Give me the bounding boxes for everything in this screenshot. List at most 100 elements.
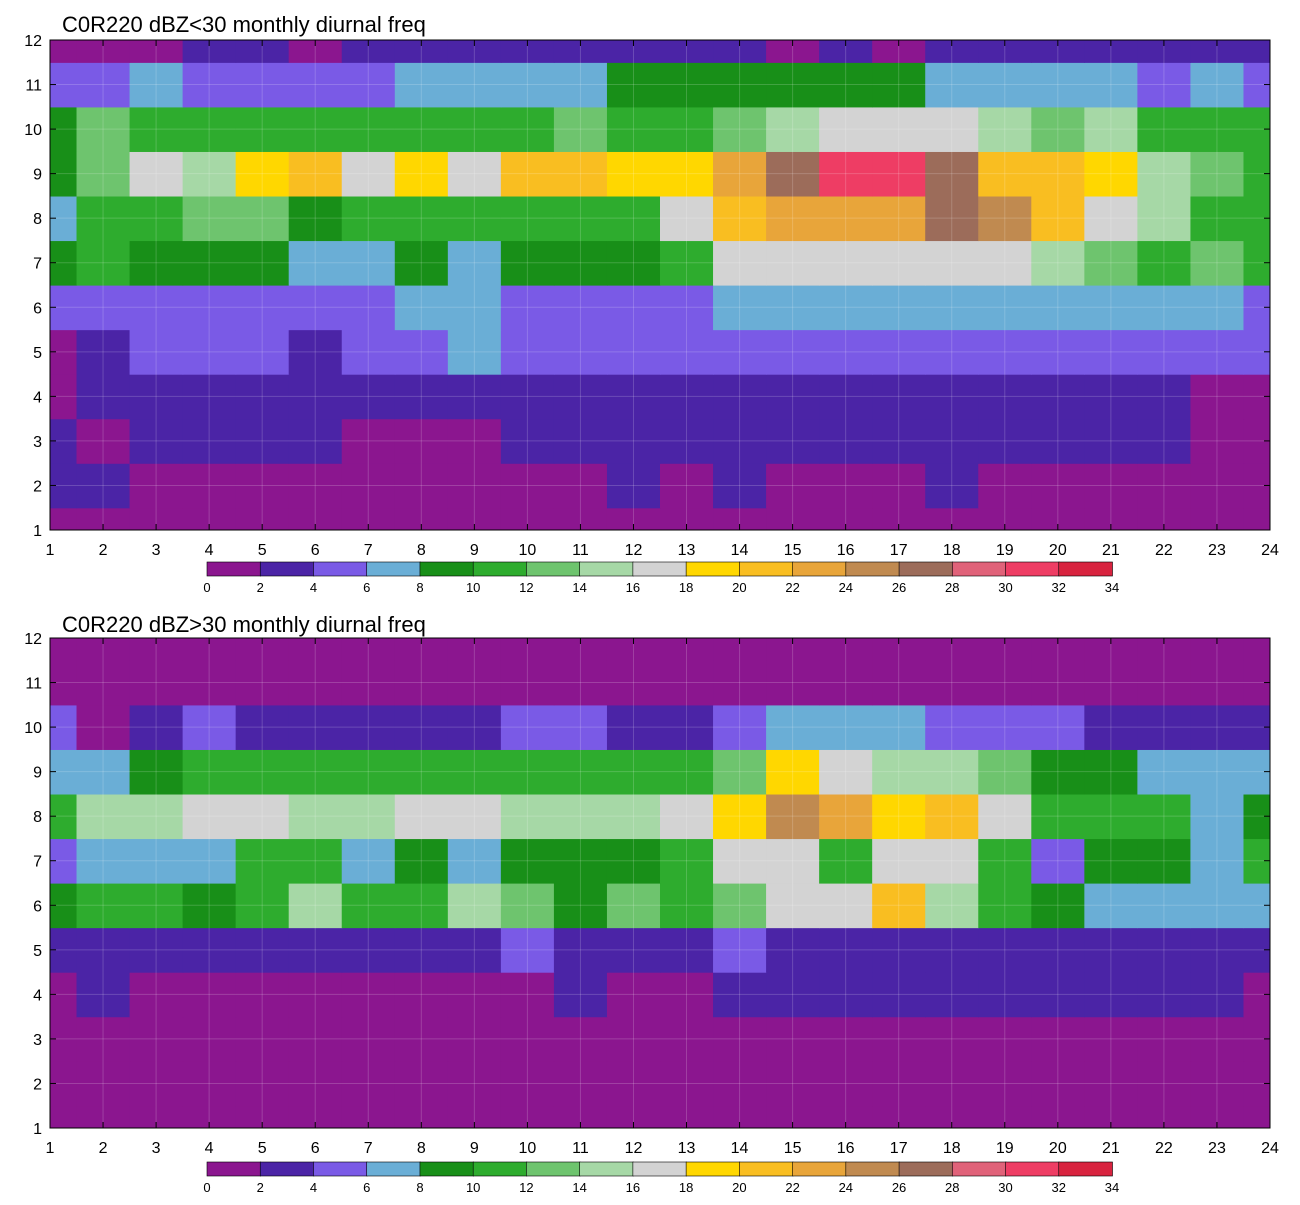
heatmap-cell — [925, 463, 979, 509]
x-tick-label: 24 — [1261, 542, 1279, 559]
heatmap-cell — [288, 106, 343, 152]
heatmap-cell — [182, 195, 237, 242]
heatmap-cell — [925, 62, 979, 108]
heatmap-cell — [182, 40, 237, 63]
colorbar-label: 24 — [839, 580, 853, 595]
heatmap-cell — [660, 660, 714, 706]
heatmap-cell — [394, 638, 449, 661]
heatmap-cell — [1084, 749, 1138, 795]
heatmap-cell — [1190, 106, 1245, 152]
heatmap-cell — [341, 972, 396, 1018]
heatmap-cell — [766, 1016, 820, 1062]
heatmap-cell — [235, 1105, 290, 1128]
heatmap-cell — [341, 704, 396, 750]
y-tick-label: 5 — [33, 943, 42, 960]
heatmap-cell — [447, 749, 502, 795]
heatmap-cell — [129, 927, 184, 973]
heatmap-cell — [394, 106, 449, 152]
heatmap-cell — [766, 704, 820, 750]
heatmap-cell — [819, 883, 873, 929]
colorbar-label: 18 — [679, 580, 693, 595]
heatmap-cell — [50, 40, 78, 63]
heatmap-cell — [182, 660, 237, 706]
heatmap-cell — [129, 972, 184, 1018]
heatmap-cell — [288, 1061, 343, 1107]
heatmap-cell — [1137, 660, 1192, 706]
y-tick-label: 11 — [25, 676, 42, 693]
heatmap-cell — [872, 285, 926, 331]
heatmap-cell — [235, 463, 290, 509]
heatmap-cell — [76, 507, 131, 530]
heatmap-cell — [235, 838, 290, 884]
colorbar-label: 26 — [892, 580, 906, 595]
heatmap-cell — [1190, 1016, 1245, 1062]
heatmap-cell — [1190, 1061, 1245, 1107]
heatmap-cell — [606, 418, 661, 464]
y-tick-label: 6 — [33, 898, 42, 915]
heatmap-cell — [819, 285, 873, 331]
x-tick-label: 11 — [572, 1140, 589, 1157]
heatmap-cell — [235, 883, 290, 929]
x-tick-label: 14 — [731, 542, 749, 559]
heatmap-cell — [235, 1016, 290, 1062]
heatmap-cell — [925, 507, 979, 530]
heatmap-cell — [606, 507, 661, 530]
heatmap-cell — [394, 507, 449, 530]
heatmap-cell — [129, 106, 184, 152]
heatmap-cell — [660, 463, 714, 509]
heatmap-cell — [447, 463, 502, 509]
heatmap-cell — [1190, 62, 1245, 108]
heatmap-cell — [1084, 638, 1138, 661]
x-tick-label: 19 — [996, 1140, 1014, 1157]
heatmap-cell — [766, 638, 820, 661]
heatmap-cell — [500, 749, 555, 795]
heatmap-cell — [447, 838, 502, 884]
heatmap-cell — [394, 749, 449, 795]
heatmap-cell — [288, 507, 343, 530]
heatmap-cell — [394, 704, 449, 750]
x-tick-label: 1 — [46, 1140, 55, 1157]
heatmap-cell — [660, 1105, 714, 1128]
heatmap-cell — [553, 883, 608, 929]
heatmap-cell — [500, 793, 555, 840]
heatmap-cell — [129, 62, 184, 108]
heatmap-cell — [1190, 507, 1245, 530]
heatmap-cell — [713, 972, 767, 1018]
heatmap-cell — [978, 972, 1032, 1018]
heatmap-cell — [235, 638, 290, 661]
heatmap-cell — [394, 240, 449, 286]
heatmap-cell — [500, 1105, 555, 1128]
heatmap-cell — [819, 793, 873, 840]
x-tick-label: 9 — [470, 1140, 479, 1157]
heatmap-cell — [819, 62, 873, 108]
colorbar-swatch — [632, 1161, 687, 1177]
heatmap-cell — [235, 329, 290, 375]
x-tick-label: 22 — [1155, 1140, 1173, 1157]
heatmap-cell — [394, 329, 449, 375]
heatmap-cell — [978, 927, 1032, 973]
x-tick-label: 3 — [152, 542, 161, 559]
heatmap-cell — [925, 106, 979, 152]
heatmap-cell — [394, 1061, 449, 1107]
heatmap-cell — [182, 106, 237, 152]
heatmap-cell — [978, 374, 1032, 420]
colorbar-swatch — [1005, 561, 1060, 577]
heatmap-cell — [925, 749, 979, 795]
heatmap-cell — [341, 151, 396, 197]
colorbar-label: 4 — [310, 1180, 317, 1195]
heatmap-cell — [925, 793, 979, 840]
heatmap-cell — [660, 638, 714, 661]
heatmap-cell — [660, 40, 714, 63]
heatmap-cell — [978, 418, 1032, 464]
heatmap-cell — [76, 285, 131, 331]
colorbar-swatch — [845, 1161, 900, 1177]
heatmap-cell — [1190, 285, 1245, 331]
colorbar-label: 20 — [732, 580, 746, 595]
colorbar-label: 22 — [785, 580, 799, 595]
heatmap-cell — [394, 195, 449, 242]
x-tick-label: 21 — [1102, 1140, 1120, 1157]
heatmap-cell — [182, 927, 237, 973]
heatmap-cell — [1084, 40, 1138, 63]
heatmap-cell — [235, 374, 290, 420]
